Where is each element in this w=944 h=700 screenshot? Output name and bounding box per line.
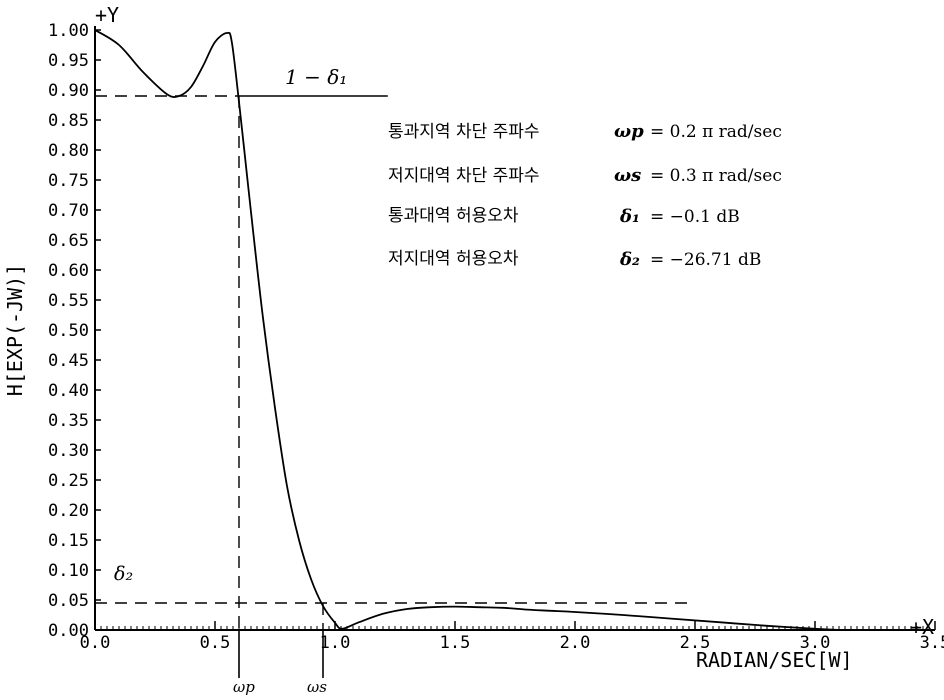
- annotation-label-2: 통과대역 허용오차: [388, 206, 519, 226]
- annotation-label-0: 통과지역 차단 주파수: [388, 122, 540, 142]
- x-tick-label: 0.0: [80, 633, 111, 653]
- annotation-symbol-2: δ₁: [619, 206, 640, 227]
- y-axis-label: H[EXP(-JW)]: [3, 264, 27, 396]
- y-tick-label: 0.50: [48, 321, 89, 341]
- stopband-level-label: δ₂: [114, 563, 133, 585]
- y-tick-label: 0.70: [48, 201, 89, 221]
- y-tick-label: 0.60: [48, 261, 89, 281]
- annotation-value-1: = 0.3 π rad/sec: [650, 166, 782, 186]
- y-tick-label: 0.30: [48, 441, 89, 461]
- y-tick-label: 0.85: [48, 111, 89, 131]
- passband-level-label: 1 − δ₁: [285, 65, 347, 89]
- ws-marker-label: ωs: [307, 678, 327, 696]
- y-tick-label: 0.45: [48, 351, 89, 371]
- x-axis-marker: +X: [910, 615, 934, 639]
- y-tick-label: 0.65: [48, 231, 89, 251]
- y-tick-label: 0.00: [48, 621, 89, 641]
- y-tick-label: 0.25: [48, 471, 89, 491]
- y-tick-label: 0.40: [48, 381, 89, 401]
- reference-lines: [95, 95, 695, 678]
- y-tick-label: 0.75: [48, 171, 89, 191]
- y-tick-group: 0.00 0.05 0.10 0.15 0.20 0.25 0.30 0.35 0.40 0.45…: [48, 21, 101, 641]
- y-tick-label: 0.10: [48, 561, 89, 581]
- y-tick-label: 0.35: [48, 411, 89, 431]
- x-tick-group: 0.0 0.5 1.0 1.5 2.0 2.5 3.0 3.5: [80, 621, 944, 653]
- y-tick-label: 1.00: [48, 21, 89, 41]
- x-tick-label: 0.5: [200, 633, 231, 653]
- x-axis-label: RADIAN/SEC[W]: [696, 648, 853, 672]
- annotation-value-2: = −0.1 dB: [650, 207, 740, 227]
- annotation-symbol-0: ωp: [614, 121, 644, 142]
- wp-marker-label: ωp: [233, 678, 255, 696]
- annotation-value-0: = 0.2 π rad/sec: [650, 122, 782, 142]
- annotation-label-1: 저지대역 차단 주파수: [388, 166, 540, 186]
- x-tick-label: 3.5: [920, 633, 944, 653]
- magnitude-response-line: [94, 29, 840, 631]
- x-tick-label: 1.5: [440, 633, 471, 653]
- y-tick-label: 0.20: [48, 501, 89, 521]
- x-tick-label: 2.5: [680, 633, 711, 653]
- y-tick-label: 0.55: [48, 291, 89, 311]
- x-tick-label: 3.0: [800, 633, 831, 653]
- annotation-symbol-3: δ₂: [619, 249, 640, 270]
- y-tick-label: 0.80: [48, 141, 89, 161]
- y-tick-label: 0.05: [48, 591, 89, 611]
- annotation-symbol-1: ωs: [614, 165, 641, 186]
- y-tick-label: 0.95: [48, 51, 89, 71]
- annotation-value-3: = −26.71 dB: [650, 250, 761, 270]
- annotation-label-3: 저지대역 허용오차: [388, 249, 519, 269]
- x-tick-label: 2.0: [560, 633, 591, 653]
- y-tick-label: 0.90: [48, 81, 89, 101]
- x-tick-label: 1.0: [320, 633, 351, 653]
- y-axis-marker: +Y: [95, 3, 119, 27]
- y-tick-label: 0.15: [48, 531, 89, 551]
- spec-annotations: 통과지역 차단 주파수 ωp = 0.2 π rad/sec 저지대역 차단 주…: [388, 121, 782, 270]
